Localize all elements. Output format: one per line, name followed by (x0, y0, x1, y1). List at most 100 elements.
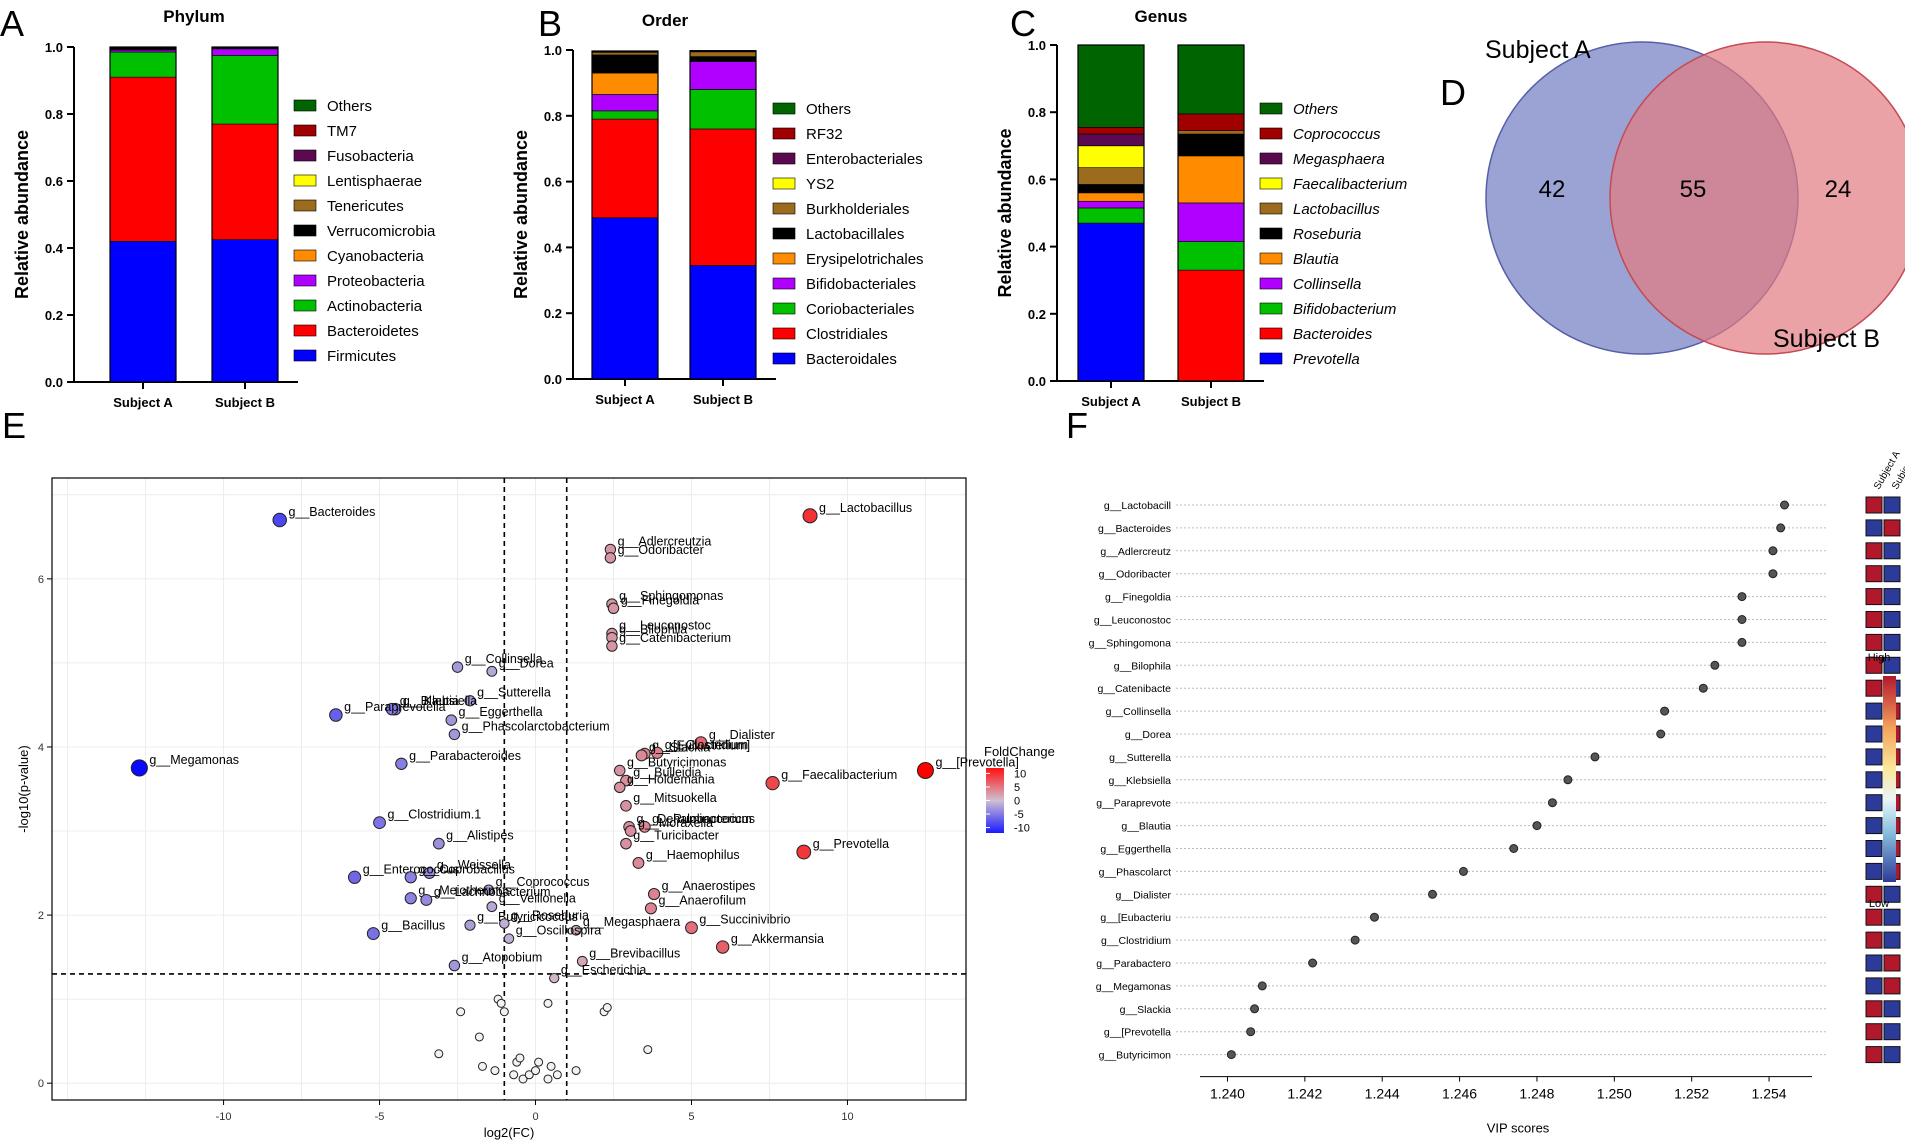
x-tick-label: 1.246 (1442, 1086, 1477, 1102)
legend-label-tenericutes: Tenericutes (327, 198, 404, 215)
vip-point-g-paraprevote (1547, 798, 1557, 808)
point-label-g-moraxella: g__Moraxella (638, 816, 713, 830)
row-label-g-adlercreutz: g__Adlercreutz (1100, 546, 1171, 558)
scatter-point-ns (477, 1061, 487, 1071)
legend-swatch-cyanobacteria (293, 249, 317, 262)
legend-label-prevotella: Prevotella (1293, 351, 1360, 368)
bar-outline (689, 50, 757, 380)
y-tick-label: 0.0 (45, 375, 63, 390)
scatter-point-ns (434, 1049, 444, 1059)
y-tick-label: 0.0 (1028, 374, 1046, 389)
bar-segment-coriobacteriales (591, 110, 659, 120)
heat-cell-subject-a (1865, 656, 1883, 674)
point-label-g-paraprevotella: g__Paraprevotella (344, 700, 446, 714)
bar-outline (1177, 44, 1245, 382)
scatter-point-g-atopobium (448, 959, 461, 972)
point-label-g-mitsuokella: g__Mitsuokella (633, 791, 716, 805)
legend-title: FoldChange (984, 744, 1055, 759)
x-tick-label: Subject A (113, 395, 173, 410)
panel-letter: E (2, 405, 26, 446)
x-tick-label: Subject A (1081, 394, 1141, 409)
bar-segment-roseburia (1177, 133, 1245, 157)
y-tick-label: 2 (38, 910, 44, 922)
legend-swatch-enterobacteriales (772, 152, 796, 165)
scatter-point-g-roseburia (499, 918, 510, 929)
point-label-g-brevibacillus: g__Brevibacillus (589, 946, 680, 960)
legend-swatch-bacteroidales (772, 352, 796, 365)
x-tick-label: -5 (375, 1111, 385, 1123)
y-tick-label: 0.8 (544, 109, 562, 124)
point-label-g-anaerostipes: g__Anaerostipes (662, 879, 756, 893)
heat-cell-subject-a (1865, 885, 1883, 903)
scatter-point-ns (496, 998, 506, 1008)
scatter-point-g-lachnobacterium (420, 893, 433, 906)
scatter-point-g-veillonella (486, 901, 498, 913)
row-label-g-bacteroides: g__Bacteroides (1098, 523, 1171, 535)
panel-d: D Subject A Subject B 42 55 24 (1440, 36, 1905, 355)
legend-swatch-firmicutes (293, 349, 317, 362)
y-tick-label: 1.0 (544, 43, 562, 58)
heat-cell-subject-a (1865, 840, 1883, 857)
point-label-g-bilophila: g__Bilophila (619, 623, 687, 637)
point-label-g-faecalibacterium: g__Faecalibacterium (781, 768, 897, 782)
legend-swatch-bacteroidetes (293, 324, 317, 337)
heat-cell-subject-a (1865, 1046, 1883, 1064)
legend-swatch-rf32 (772, 127, 796, 140)
scatter-point-g-eggerthella (445, 714, 458, 726)
heat-cell-subject-b (1883, 931, 1901, 949)
bar-segment-proteobacteria (211, 48, 279, 56)
bar-segment-bifidobacterium (1177, 241, 1245, 271)
vip-point-g-catenibacte (1698, 683, 1708, 693)
point-label-g-odoribacter: g__Odoribacter (618, 543, 704, 557)
row-label-g-dorea: g__Dorea (1125, 729, 1171, 741)
legend-swatch-bifidobacteriales (772, 277, 796, 290)
heat-cell-subject-a (1865, 954, 1883, 972)
scatter-point-g-sutterella (464, 695, 476, 707)
point-label-g-catenibacterium: g__Catenibacterium (619, 631, 731, 645)
x-tick-label: 1.252 (1674, 1086, 1709, 1102)
legend-label-rf32: RF32 (806, 126, 843, 143)
legend-label-roseburia: Roseburia (1293, 226, 1361, 243)
x-tick-label: Subject B (693, 392, 753, 407)
x-axis-label: log2(FC) (484, 1125, 535, 1140)
y-axis-label: Relative abundance (12, 130, 32, 299)
bar-segment-blautia (1177, 155, 1245, 204)
y-tick-label: 1.0 (1028, 38, 1046, 53)
row-label-g-prevotella: g__[Prevotella (1104, 1027, 1171, 1039)
legend-label-firmicutes: Firmicutes (327, 348, 396, 365)
row-label-g-klebsiella: g__Klebsiella (1109, 775, 1172, 787)
point-label-g-succinivibrio: g__Succinivibrio (699, 913, 790, 927)
scatter-point-ns (499, 1007, 509, 1017)
scatter-point-g-meiothermus (404, 892, 417, 905)
x-tick-label: -10 (216, 1111, 232, 1123)
heat-cell-subject-b (1883, 542, 1901, 560)
point-label-g-coprococcus: g__Coprococcus (496, 875, 590, 889)
legend-swatch-faecalibacterium (1259, 177, 1283, 190)
heat-cell-subject-a (1865, 817, 1883, 835)
point-label-g-megasphaera: g__Megasphaera (583, 915, 680, 929)
point-label-g-sutterella: g__Sutterella (477, 686, 551, 700)
y-tick-label: 0.2 (544, 306, 562, 321)
heat-cell-subject-b (1883, 1046, 1901, 1064)
bar-segment-collinsella (1077, 200, 1145, 209)
scatter-point-g-dorea (486, 665, 498, 677)
scatter-point-g-haemophilus (632, 857, 645, 869)
legend-tick-label: -10 (1014, 823, 1030, 835)
point-label-g-blautia: g__Blautia (400, 694, 459, 708)
x-tick-label: Subject B (1181, 394, 1241, 409)
venn-label-subject-b: Subject B (1773, 325, 1880, 353)
point-label-g-parabacteroides: g__Parabacteroides (409, 749, 521, 763)
bar-segment-prevotella (1077, 222, 1145, 382)
point-label-g-enterococcus: g__Enterococcus (363, 862, 460, 876)
scatter-point-ns (456, 1007, 466, 1017)
x-tick-label: 1.250 (1597, 1086, 1632, 1102)
panel-b: B Order 0.0 0.2 0.4 0.6 0.8 1.0 Relative abundan… (511, 3, 924, 407)
vip-point-g-phascolarct (1458, 866, 1468, 876)
heat-cell-subject-b (1883, 954, 1901, 972)
panel-letter: C (1010, 3, 1036, 44)
point-label-g-megamonas: g__Megamonas (149, 753, 239, 767)
scatter-point-g-butyricicoccus (464, 919, 476, 931)
x-tick-label: 1.242 (1287, 1086, 1322, 1102)
scatter-point-g-clostridium-1 (373, 816, 386, 830)
bar-segment-collinsella (1177, 202, 1245, 242)
